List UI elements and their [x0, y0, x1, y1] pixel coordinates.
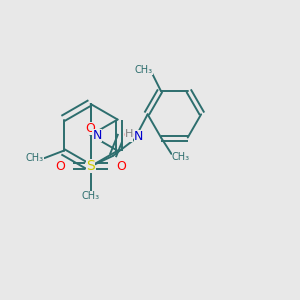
Text: N: N — [134, 130, 143, 142]
Text: O: O — [123, 129, 133, 142]
Text: CH₃: CH₃ — [172, 152, 190, 162]
Text: H: H — [125, 129, 133, 139]
Text: N: N — [92, 129, 102, 142]
Text: O: O — [85, 122, 95, 135]
Text: CH₃: CH₃ — [82, 191, 100, 201]
Text: CH₃: CH₃ — [26, 153, 44, 163]
Text: O: O — [55, 160, 65, 173]
Text: S: S — [86, 159, 95, 173]
Text: CH₃: CH₃ — [135, 65, 153, 75]
Text: O: O — [116, 160, 126, 173]
